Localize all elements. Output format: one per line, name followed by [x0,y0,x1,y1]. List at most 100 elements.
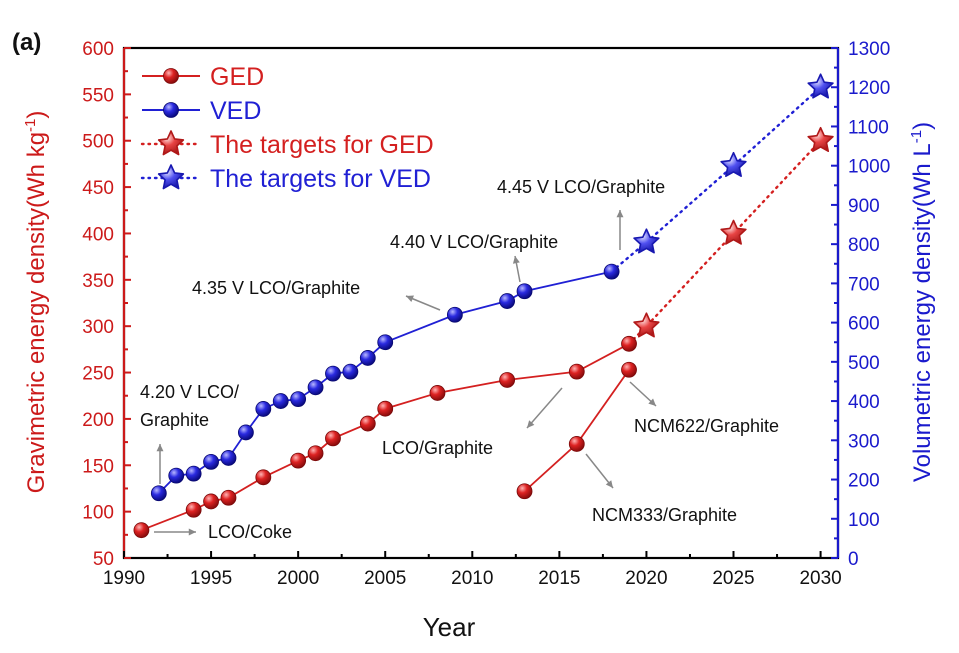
ved-data-point [342,363,359,380]
y-right-tick-label: 700 [848,274,880,295]
y-left-tick-label: 450 [82,178,114,199]
y-right-tick-label: 300 [848,431,880,452]
ved-data-point [499,293,516,309]
ved-data-point [185,465,202,482]
annotation-label: 4.20 V LCO/ [140,382,239,402]
legend-label: GED [210,63,264,91]
ved-target-point [633,228,660,254]
annotation-arrow-shaft [585,453,614,489]
y-left-tick-label: 150 [82,456,114,477]
ved-data-point [255,401,272,417]
annotation-arrow-head [406,295,414,302]
ged-target-point [720,219,747,245]
y-left-axis-label-close: ) [23,111,50,119]
ged-data-point [568,363,585,380]
ged-data-point [377,400,394,417]
y-right-axis-label-main: Volumetric energy density(Wh L [909,143,936,482]
ved-data-point [307,379,324,396]
y-left-tick-label: 400 [82,224,114,245]
legend-circle-marker [163,68,179,84]
ged-data-point [621,361,637,378]
annotation-arrow-head [648,398,656,406]
y-right-tick-label: 800 [848,235,880,256]
ved-data-point [150,485,167,502]
ged-data-point [359,415,376,432]
ged-data-point [255,469,272,486]
y-right-tick-label: 600 [848,314,880,335]
ved-data-point [168,467,185,484]
x-tick-label: 2000 [277,568,319,589]
y-right-axis-label-close: ) [909,122,936,130]
ved-target-point [720,151,747,178]
annotation-arrow-head [605,480,613,488]
y-left-tick-label: 50 [93,549,114,570]
ged-target-point [633,312,660,338]
annotation-label: LCO/Coke [208,522,292,542]
x-tick-label: 2015 [538,568,580,589]
series-line-ncm [523,369,630,492]
y-right-tick-label: 900 [848,196,880,217]
y-right-tick-label: 1200 [848,78,890,99]
ved-data-point [446,306,463,323]
legend-star-marker [157,164,185,190]
y-left-tick-label: 500 [82,132,114,153]
panel-label: (a) [12,29,41,56]
annotation-label: LCO/Graphite [382,438,493,458]
y-left-tick-label: 550 [82,85,114,106]
x-tick-label: 2010 [451,568,493,589]
y-left-tick-label: 350 [82,271,114,292]
ved-data-point [325,365,341,382]
ved-data-point [603,263,620,280]
legend-label: VED [210,97,261,125]
annotation-label: 4.40 V LCO/Graphite [390,232,558,252]
annotation-arrow-head [188,528,196,536]
ged-data-point [290,452,307,469]
ged-target-point [807,126,834,153]
ved-data-point [359,350,376,366]
series-line-the-targets-for-ged [627,139,822,345]
ved-data-point [272,393,289,409]
ved-data-point [516,283,533,300]
x-tick-label: 1995 [190,568,232,589]
x-tick-label: 2005 [364,568,406,589]
y-right-tick-label: 1000 [848,157,890,178]
ged-data-point [621,335,637,352]
y-left-tick-label: 600 [82,39,114,60]
ged-data-point [133,522,150,539]
annotation-arrow-head [527,420,535,428]
ged-data-point [568,436,585,452]
x-tick-label: 2025 [712,568,754,589]
ged-data-point [307,445,324,462]
ged-data-point [499,372,516,388]
y-right-axis-label-sup: -1 [908,130,925,143]
ved-data-point [203,453,219,470]
ged-data-point [516,483,533,500]
legend-label: The targets for VED [210,165,431,193]
annotation-label: 4.35 V LCO/Graphite [192,278,360,298]
legend-star-marker [157,130,185,156]
x-tick-label: 1990 [103,568,145,589]
y-right-tick-label: 500 [848,353,880,374]
x-tick-label: 2020 [625,568,667,589]
y-left-tick-label: 300 [82,317,114,338]
ged-data-point [325,430,341,447]
y-right-tick-label: 400 [848,392,880,413]
ved-data-point [377,334,394,351]
ged-data-point [203,493,219,510]
ved-data-point [238,424,254,441]
y-right-axis-label: Volumetric energy density(Wh L-1) [908,122,936,482]
annotation-arrow-shaft [526,387,563,429]
x-tick-label: 2030 [799,568,841,589]
annotation-arrow-head [616,210,624,218]
ved-data-point [290,391,307,408]
legend-circle-marker [163,102,179,118]
ged-data-point [220,489,237,506]
y-right-tick-label: 1300 [848,39,890,60]
y-left-axis-label-main: Gravimetric energy density(Wh kg [23,132,50,493]
y-left-tick-label: 200 [82,410,114,431]
annotation-label-line2: Graphite [140,410,209,430]
ged-data-point [185,501,202,518]
ved-data-point [220,450,237,466]
y-left-tick-label: 100 [82,503,114,524]
